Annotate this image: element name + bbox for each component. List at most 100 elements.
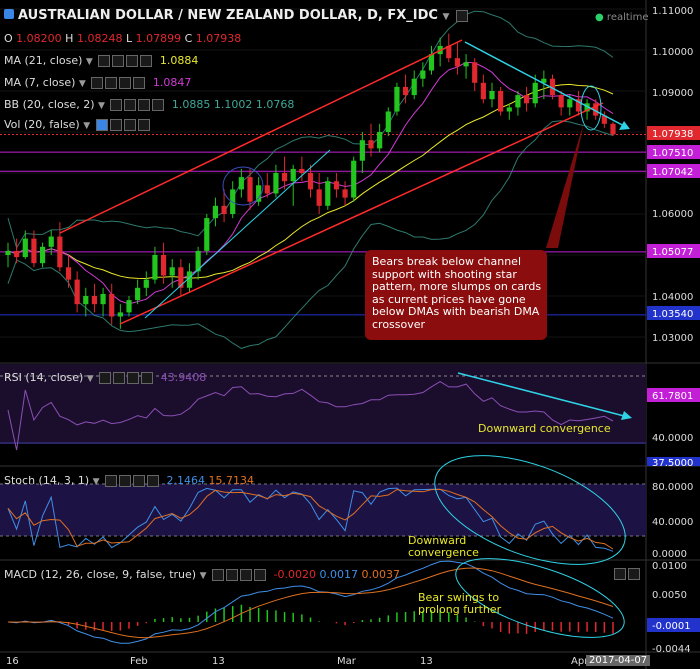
macd-legend[interactable]: MACD (12, 26, close, 9, false, true) ▼ -…: [4, 568, 400, 581]
chevron-down-icon[interactable]: ▼: [86, 374, 94, 384]
candle-body: [489, 91, 495, 100]
price-tags: 1.07938 1.07510 1.07042 1.05077 1.03540: [647, 126, 700, 320]
rsi-axis-label: 37.5000: [652, 458, 693, 469]
close-icon[interactable]: [126, 55, 139, 67]
stoch-legend[interactable]: Stoch (14, 3, 1) ▼ 2.1464 15.7134: [4, 474, 254, 487]
candle-body: [549, 78, 556, 96]
symbol-title[interactable]: AUSTRALIAN DOLLAR / NEW ZEALAND DOLLAR, …: [18, 8, 438, 23]
chevron-down-icon[interactable]: ▼: [442, 12, 450, 22]
eye-icon[interactable]: [98, 55, 111, 67]
rsi-line: [7, 381, 614, 451]
vol-legend[interactable]: Vol (20, false) ▼: [4, 118, 150, 131]
rsi-arrow: [457, 372, 629, 418]
eye-icon[interactable]: [110, 99, 123, 111]
candle-body: [230, 189, 236, 214]
candle-body: [256, 185, 262, 202]
ohlc-low: 1.07899: [135, 32, 182, 45]
add-icon[interactable]: [141, 372, 154, 384]
candle-body: [351, 160, 357, 198]
candle-body: [5, 250, 11, 255]
close-icon[interactable]: [138, 99, 151, 111]
close-icon[interactable]: [133, 475, 146, 487]
time-axis-label: Apr: [571, 656, 589, 667]
chevron-down-icon[interactable]: ▼: [92, 477, 100, 487]
candle-body: [402, 86, 409, 96]
macd-histogram: [15, 604, 614, 634]
ma21-label[interactable]: MA (21, close): [4, 54, 83, 67]
stoch-note: Downward convergence: [408, 535, 479, 559]
chevron-down-icon[interactable]: ▼: [199, 571, 207, 581]
vol-label[interactable]: Vol (20, false): [4, 118, 80, 131]
chevron-down-icon[interactable]: ▼: [98, 101, 105, 111]
add-icon[interactable]: [254, 569, 267, 581]
settings-icon[interactable]: [105, 77, 118, 89]
rsi-legend[interactable]: RSI (14, close) ▼ 43.9408: [4, 371, 206, 384]
ma7-label[interactable]: MA (7, close): [4, 76, 76, 89]
candle-body: [143, 279, 149, 288]
candle-body: [160, 255, 167, 276]
add-icon[interactable]: [137, 119, 150, 131]
price-gridlines: [0, 8, 646, 338]
candle-body: [420, 70, 426, 79]
ma7-legend[interactable]: MA (7, close) ▼ 1.0847: [4, 76, 191, 89]
bb-label[interactable]: BB (20, close, 2): [4, 98, 95, 111]
close-icon[interactable]: [123, 119, 136, 131]
candle-body: [57, 236, 63, 268]
rsi-tag-box: [647, 388, 700, 402]
eye-icon[interactable]: [95, 119, 108, 131]
add-icon[interactable]: [147, 475, 160, 487]
candle-body: [316, 189, 322, 206]
ma21-legend[interactable]: MA (21, close) ▼ 1.0884: [4, 54, 198, 67]
candle-body: [463, 62, 469, 67]
bb-legend[interactable]: BB (20, close, 2) ▼ 1.0885 1.1002 1.0768: [4, 98, 294, 111]
chevron-down-icon[interactable]: ▼: [85, 57, 93, 67]
bb-basis-value: 1.0885: [171, 98, 211, 111]
add-icon[interactable]: [140, 55, 153, 67]
close-icon[interactable]: [127, 372, 140, 384]
arrow-up-icon[interactable]: [614, 568, 626, 580]
candlestick-series: [5, 33, 616, 329]
bb-lower-value: 1.0768: [255, 98, 295, 111]
candle-body: [31, 238, 37, 264]
eye-icon[interactable]: [212, 569, 225, 581]
stoch-label[interactable]: Stoch (14, 3, 1): [4, 474, 90, 487]
settings-icon[interactable]: [124, 99, 137, 111]
macd-tag-box: [647, 618, 700, 632]
rsi-label[interactable]: RSI (14, close): [4, 371, 84, 384]
annotation-text: Bears break below channel support with s…: [372, 255, 542, 331]
candle-body: [472, 62, 478, 83]
highlight-circle: [222, 166, 264, 206]
settings-icon[interactable]: [113, 372, 126, 384]
settings-icon[interactable]: [226, 569, 239, 581]
macd-line-value: 0.0017: [319, 568, 358, 581]
macd-note: Bear swings to prolong further: [418, 591, 502, 616]
macd-label[interactable]: MACD (12, 26, close, 9, false, true): [4, 568, 197, 581]
close-icon[interactable]: [119, 77, 132, 89]
add-icon[interactable]: [152, 99, 165, 111]
settings-icon[interactable]: [455, 9, 468, 22]
pane-controls[interactable]: [612, 567, 640, 580]
add-icon[interactable]: [133, 77, 146, 89]
candle-body: [109, 293, 115, 317]
chevron-down-icon[interactable]: ▼: [83, 121, 91, 131]
time-axis-label: Feb: [130, 656, 148, 667]
arrow-down-icon[interactable]: [628, 568, 640, 580]
settings-icon[interactable]: [112, 55, 125, 67]
chevron-down-icon[interactable]: ▼: [78, 79, 86, 89]
stoch-highlight-ellipse: [434, 455, 626, 565]
eye-icon[interactable]: [91, 77, 104, 89]
eye-icon[interactable]: [105, 475, 118, 487]
candle-body: [377, 132, 383, 149]
candle-body: [480, 82, 486, 100]
close-icon[interactable]: [240, 569, 253, 581]
settings-icon[interactable]: [109, 119, 122, 131]
time-axis-label: 16: [6, 656, 19, 667]
time-axis-labels: 16 Feb 13 Mar 13 Apr: [6, 656, 589, 667]
stoch-band: [0, 484, 646, 536]
bb-upper-value: 1.1002: [213, 98, 253, 111]
candle-body: [152, 255, 158, 280]
candle-body: [299, 168, 305, 173]
settings-icon[interactable]: [119, 475, 132, 487]
eye-icon[interactable]: [99, 372, 112, 384]
